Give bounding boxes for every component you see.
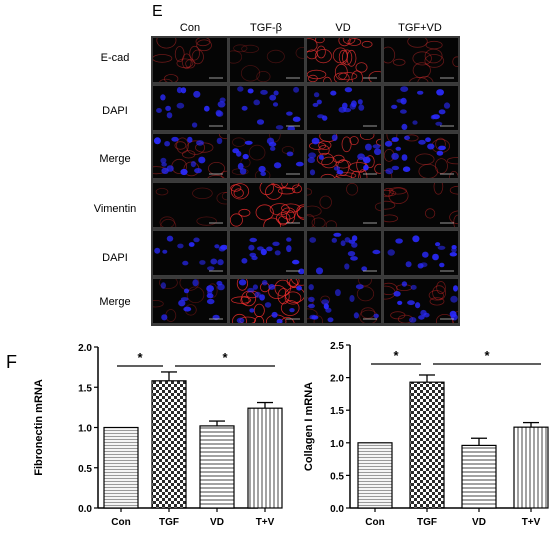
micrograph-tile bbox=[229, 37, 305, 83]
bar-chart-2: 0.0 0.5 1.0 1.5 2.0 2.5 Collagen I mRNA Con TGF V… bbox=[303, 341, 549, 528]
micrograph-tile bbox=[383, 182, 459, 228]
row-label-dapi-2: DAPI bbox=[102, 252, 128, 264]
y-tick-label: 1.5 bbox=[330, 406, 344, 417]
micrograph-tile bbox=[152, 37, 228, 83]
micrograph-tile bbox=[306, 278, 382, 324]
panel-f-letter: F bbox=[6, 352, 17, 372]
panel-e-letter: E bbox=[152, 3, 163, 20]
micrograph-grid bbox=[151, 36, 460, 326]
y-tick-label: 0.0 bbox=[330, 504, 344, 515]
bar bbox=[409, 381, 445, 509]
x-tick-label: VD bbox=[472, 517, 486, 528]
y-axis-label: Collagen I mRNA bbox=[303, 382, 315, 471]
bar bbox=[199, 425, 235, 509]
x-tick-label: T+V bbox=[256, 517, 275, 528]
significance-star: * bbox=[484, 348, 490, 363]
y-tick-label: 2.0 bbox=[78, 343, 92, 354]
bar bbox=[357, 442, 393, 509]
micrograph-tile bbox=[229, 230, 305, 276]
row-label-dapi-1: DAPI bbox=[102, 105, 128, 117]
micrograph-tile bbox=[383, 85, 459, 131]
significance-star: * bbox=[137, 350, 143, 365]
bar bbox=[461, 444, 497, 509]
x-tick-label: T+V bbox=[522, 517, 541, 528]
col-header-vd: VD bbox=[335, 22, 351, 34]
panel-f: F 0.0 0.5 1.0 1.5 2.0 Fibronectin mRNA Con TGF V… bbox=[0, 330, 550, 546]
micrograph-tile bbox=[383, 37, 459, 83]
x-tick-label: TGF bbox=[417, 517, 437, 528]
panel-e: E Con TGF-β VD TGF+VD E-cad DAPI Merge V… bbox=[93, 3, 460, 326]
y-tick-label: 0.5 bbox=[78, 464, 92, 475]
y-tick-label: 2.5 bbox=[330, 341, 344, 352]
micrograph-tile bbox=[152, 85, 228, 131]
row-label-ecad: E-cad bbox=[100, 52, 130, 64]
micrograph-tile bbox=[306, 230, 382, 276]
bar bbox=[513, 426, 549, 509]
micrograph-tile bbox=[306, 182, 382, 228]
y-tick-label: 2.0 bbox=[330, 374, 344, 385]
micrograph-tile bbox=[306, 133, 382, 179]
micrograph-tile bbox=[306, 37, 382, 83]
micrograph-tile bbox=[229, 278, 305, 324]
row-label-merge-2: Merge bbox=[99, 296, 131, 308]
bar bbox=[247, 407, 283, 509]
bar bbox=[151, 380, 187, 509]
col-header-tgf-vd: TGF+VD bbox=[398, 22, 442, 34]
y-tick-label: 1.0 bbox=[78, 424, 92, 435]
y-tick-label: 1.5 bbox=[78, 383, 92, 394]
micrograph-tile bbox=[152, 278, 228, 324]
y-tick-label: 0.5 bbox=[330, 471, 344, 482]
significance-star: * bbox=[222, 350, 228, 365]
micrograph-tile bbox=[152, 182, 228, 228]
micrograph-tile bbox=[229, 85, 305, 131]
y-axis-label: Fibronectin mRNA bbox=[33, 379, 45, 476]
bar-charts: 0.0 0.5 1.0 1.5 2.0 Fibronectin mRNA Con TGF VD T… bbox=[33, 341, 549, 528]
micrograph-tile bbox=[152, 230, 228, 276]
significance-star: * bbox=[393, 348, 399, 363]
row-label-vimentin: Vimentin bbox=[93, 203, 137, 215]
col-header-con: Con bbox=[179, 22, 201, 34]
micrograph-tile bbox=[383, 278, 459, 324]
micrograph-tile bbox=[229, 133, 305, 179]
x-tick-label: VD bbox=[210, 517, 224, 528]
x-tick-label: Con bbox=[111, 517, 130, 528]
col-header-tgf: TGF-β bbox=[250, 22, 282, 34]
y-tick-label: 0.0 bbox=[78, 504, 92, 515]
bar bbox=[103, 426, 139, 509]
micrograph-tile bbox=[383, 133, 459, 179]
micrograph-tile bbox=[383, 230, 459, 276]
x-tick-label: TGF bbox=[159, 517, 179, 528]
bar-chart-1: 0.0 0.5 1.0 1.5 2.0 Fibronectin mRNA Con TGF VD T… bbox=[33, 343, 283, 528]
micrograph-tile bbox=[229, 182, 305, 228]
row-label-merge-1: Merge bbox=[99, 153, 131, 165]
micrograph-tile bbox=[152, 133, 228, 179]
x-tick-label: Con bbox=[365, 517, 384, 528]
micrograph-tile bbox=[306, 85, 382, 131]
y-tick-label: 1.0 bbox=[330, 439, 344, 450]
